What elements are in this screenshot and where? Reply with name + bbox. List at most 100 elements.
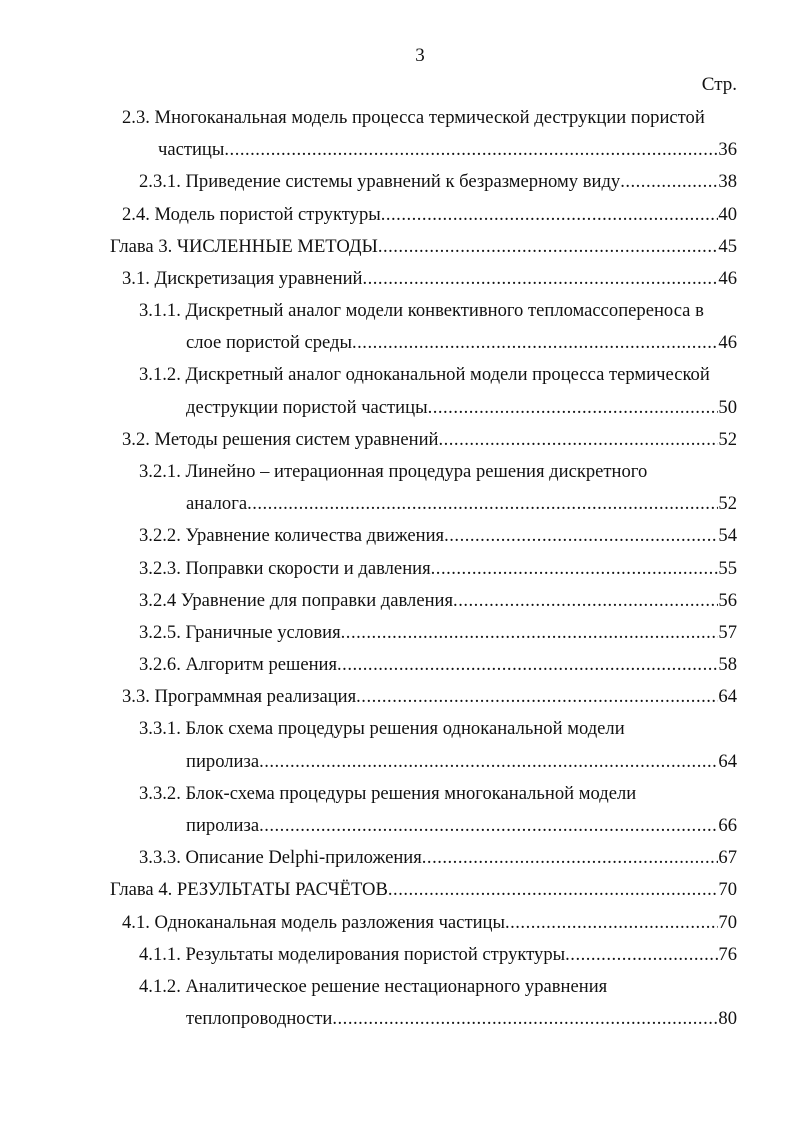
toc-entry: 3.3.1. Блок схема процедуры решения одно… [139,713,625,745]
toc-entry: 3.1. Дискретизация уравнений 46 [122,263,737,295]
toc-entry-number: 3.2.4 [139,589,177,611]
toc-entry-number: 3.3.2. [139,782,181,804]
toc-entry-number: 2.4. [122,203,150,225]
toc-entry-title: Описание Delphi-приложения [185,847,422,869]
toc-entry-title: слое пористой среды [186,332,352,354]
toc-entry-page: 80 [718,1008,737,1030]
toc-entry: Глава 3. ЧИСЛЕННЫЕ МЕТОДЫ 45 [110,231,737,263]
toc-entry: 3.2.6. Алгоритм решения 58 [139,649,737,681]
toc-entry-number: 4.1. [122,911,150,933]
leader-dots [438,424,718,456]
toc-entry-title: деструкции пористой частицы [186,396,428,418]
toc-entry-page: 46 [718,332,737,354]
leader-dots [337,649,718,681]
leader-dots [505,907,718,939]
toc-entry-title: Блок схема процедуры решения одноканальн… [185,718,625,740]
leader-dots [620,166,718,198]
toc-entry: 4.1.2. Аналитическое решение нестационар… [139,971,607,1003]
toc-entry-title: Одноканальная модель разложения частицы [154,911,505,933]
toc-entry-number: 3.2. [122,428,150,450]
toc-entry: 3.3.3. Описание Delphi-приложения 67 [139,842,737,874]
leader-dots [428,392,719,424]
toc-entry-title: Результаты моделирования пористой структ… [185,943,566,965]
toc-entry-page: 38 [718,171,737,193]
toc-entry: 2.3. Многоканальная модель процесса терм… [122,102,705,134]
toc-entry-title: аналога [186,493,248,515]
toc-entry: 3.2.3. Поправки скорости и давления 55 [139,553,737,585]
toc-entry-page: 64 [718,686,737,708]
toc-entry: 3.1.2. Дискретный аналог одноканальной м… [139,359,710,391]
toc-entry-number: 3.2.6. [139,654,181,676]
toc-entry-title: пиролиза [186,750,260,772]
toc-entry: 3.1.1. Дискретный аналог модели конвекти… [139,295,704,327]
toc-entry-page: 40 [718,203,737,225]
toc-entry-page: 58 [718,654,737,676]
toc-entry-title: Уравнение для поправки давления [180,589,454,611]
toc-entry-continuation: аналога 52 [186,488,737,520]
toc-entry-page: 70 [718,879,737,901]
leader-dots [565,939,718,971]
toc-entry-title: Многоканальная модель процесса термическ… [154,107,705,128]
toc-entry-page: 45 [718,235,737,257]
leader-dots [352,327,718,359]
toc-entry-number: Глава 4. [110,879,173,901]
leader-dots [341,617,719,649]
toc-entry-page: 55 [718,557,737,579]
leader-dots [378,231,719,263]
toc-entry-title: Модель пористой структуры [154,203,381,225]
leader-dots [247,488,718,520]
toc-entry-title: Уравнение количества движения [185,525,445,547]
toc-entry-title: теплопроводности [186,1008,333,1030]
leader-dots [388,874,719,906]
leader-dots [259,746,718,778]
leader-dots [444,520,718,552]
leader-dots [356,681,718,713]
toc-entry-page: 52 [718,428,737,450]
toc-entry-page: 36 [718,139,737,161]
toc-entry-number: 3.3.3. [139,847,181,869]
toc-entry-number: 3.2.1. [139,460,181,482]
toc-entry-page: 56 [718,589,737,611]
toc-entry: 3.3. Программная реализация 64 [122,681,737,713]
toc-entry-title: Блок-схема процедуры решения многоканаль… [185,782,637,804]
leader-dots [431,553,719,585]
toc-entry-title: Аналитическое решение нестационарного ур… [185,975,608,997]
leader-dots [224,134,718,166]
toc-entry: 3.2.1. Линейно – итерационная процедура … [139,456,647,488]
toc-entry-number: 3.2.5. [139,621,181,643]
toc-entry-page: 54 [718,525,737,547]
toc-entry: 3.2.2. Уравнение количества движения 54 [139,520,737,552]
toc-entry-continuation: частицы 36 [158,134,737,166]
toc-entry-continuation: слое пористой среды 46 [186,327,737,359]
toc-entry-page: 76 [718,943,737,965]
toc-entry-page: 52 [718,493,737,515]
toc-entry: 3.2.5. Граничные условия 57 [139,617,737,649]
leader-dots [381,199,719,231]
toc-entry-title: Поправки скорости и давления [185,557,431,579]
toc-entry-continuation: теплопроводности 80 [186,1003,737,1035]
toc-entry-continuation: пиролиза 66 [186,810,737,842]
toc-entry-title: ЧИСЛЕННЫЕ МЕТОДЫ [176,235,378,257]
toc-entry: Глава 4. РЕЗУЛЬТАТЫ РАСЧЁТОВ 70 [110,874,737,906]
toc-entry-number: 3.3.1. [139,718,181,740]
toc-entry-page: 50 [718,396,737,418]
leader-dots [362,263,718,295]
toc-entry-page: 67 [718,847,737,869]
toc-entry-title: Программная реализация [154,686,357,708]
toc-entry-number: 3.3. [122,686,150,708]
toc-entry-title: Дискретизация уравнений [154,267,363,289]
toc-entry-title: Дискретный аналог модели конвективного т… [185,300,704,322]
toc-entry-title: Дискретный аналог одноканальной модели п… [185,364,710,386]
toc-entry: 2.3.1. Приведение системы уравнений к бе… [139,166,737,198]
toc-entry-number: 4.1.2. [139,975,181,997]
toc-entry-title: частицы [158,139,225,161]
toc-entry-title: Методы решения систем уравнений [154,428,439,450]
toc-entry-title: Алгоритм решения [185,654,338,676]
leader-dots [259,810,718,842]
toc-entry-page: 64 [718,750,737,772]
toc-entry-number: 2.3. [122,107,150,128]
toc-entry-title: Линейно – итерационная процедура решения… [185,460,648,482]
leader-dots [422,842,719,874]
toc-entry-number: 3.1. [122,267,150,289]
toc-entry-page: 70 [718,911,737,933]
